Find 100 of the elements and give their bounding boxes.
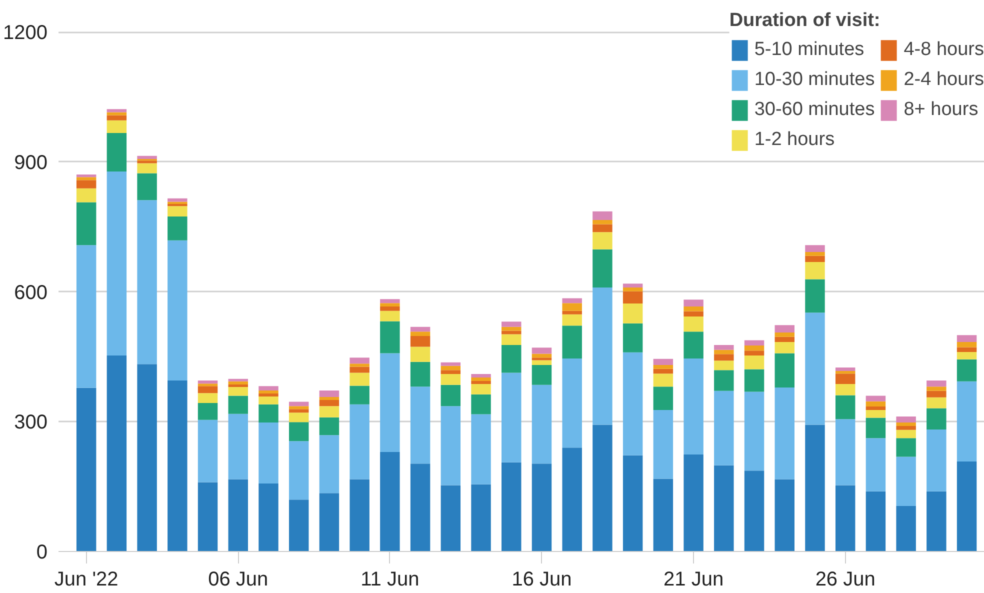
bar	[774, 353, 794, 388]
bar	[350, 358, 370, 364]
bar	[137, 156, 157, 159]
bar	[774, 342, 794, 354]
bar	[380, 353, 400, 452]
bar	[471, 394, 491, 414]
bar	[228, 396, 248, 414]
bar	[410, 386, 430, 464]
bar	[592, 232, 612, 250]
bar	[532, 348, 552, 354]
bar	[228, 387, 248, 396]
bar	[319, 417, 340, 436]
bar	[137, 160, 157, 164]
bar	[866, 438, 886, 492]
bar	[76, 388, 96, 552]
bar	[926, 386, 946, 391]
legend-label: 8+ hours	[904, 98, 978, 122]
bar	[288, 402, 309, 406]
bar	[228, 414, 248, 480]
bar	[562, 358, 582, 448]
bar	[714, 350, 734, 354]
legend-title: Duration of visit:	[729, 10, 882, 32]
bar	[168, 216, 188, 240]
bar	[896, 456, 916, 506]
bar	[866, 491, 886, 552]
legend-label: 5-10 minutes	[754, 38, 864, 62]
bar	[288, 441, 309, 500]
bar	[319, 493, 340, 552]
bar	[714, 390, 734, 466]
bar	[440, 362, 461, 366]
y-tick-label: 1200	[3, 22, 48, 44]
bar	[137, 200, 157, 364]
bar	[835, 384, 856, 396]
legend-label: 1-2 hours	[754, 128, 835, 152]
bar	[440, 406, 461, 486]
bar	[471, 484, 491, 552]
x-tick-label: 26 Jun	[815, 568, 876, 590]
bar	[410, 332, 430, 336]
y-tick-label: 900	[14, 152, 48, 174]
bar	[866, 418, 886, 438]
bar	[805, 424, 825, 552]
bar	[502, 345, 522, 373]
bar	[866, 410, 886, 418]
bar	[896, 506, 916, 552]
bar	[410, 346, 430, 362]
bar	[198, 403, 218, 420]
bar	[410, 362, 430, 387]
bar	[502, 334, 522, 346]
bar	[653, 410, 674, 479]
bar	[592, 220, 612, 224]
bar	[714, 360, 734, 370]
bar	[653, 358, 674, 365]
bar	[380, 306, 400, 311]
bar	[319, 400, 340, 406]
bar	[502, 322, 522, 327]
bar	[653, 364, 674, 369]
bar	[471, 380, 491, 384]
bar	[288, 406, 309, 410]
bar	[350, 372, 370, 386]
x-tick-label: 06 Jun	[208, 568, 268, 590]
bar	[198, 393, 218, 404]
bar	[805, 245, 825, 252]
bar	[350, 404, 370, 480]
bar	[896, 430, 916, 438]
bar	[835, 419, 856, 486]
bar	[744, 355, 764, 370]
bar	[835, 395, 856, 420]
bar	[805, 256, 825, 262]
bar	[288, 412, 309, 422]
bar	[562, 303, 582, 311]
bar	[532, 354, 552, 358]
bar	[684, 332, 704, 358]
bar	[562, 326, 582, 358]
bar	[956, 335, 977, 342]
bar	[198, 386, 218, 394]
bar	[532, 464, 552, 552]
bar	[228, 384, 248, 388]
bar	[440, 485, 461, 552]
bar	[684, 311, 704, 316]
bar	[653, 478, 674, 552]
bar	[137, 364, 157, 552]
bar	[168, 380, 188, 552]
legend-label: 10-30 minutes	[754, 68, 875, 92]
bar	[380, 452, 400, 552]
bar	[106, 112, 127, 116]
bar	[532, 360, 552, 365]
bar	[410, 336, 430, 347]
bar	[106, 120, 127, 133]
bar	[440, 384, 461, 406]
bar	[319, 396, 340, 400]
bar	[684, 316, 704, 332]
bar	[471, 374, 491, 378]
bar	[926, 397, 946, 408]
bar	[744, 345, 764, 351]
bar	[622, 291, 643, 304]
bar	[744, 369, 764, 392]
y-tick-label: 300	[14, 412, 48, 434]
bar	[835, 374, 856, 384]
bar	[410, 464, 430, 552]
legend-label: 30-60 minutes	[754, 98, 875, 122]
